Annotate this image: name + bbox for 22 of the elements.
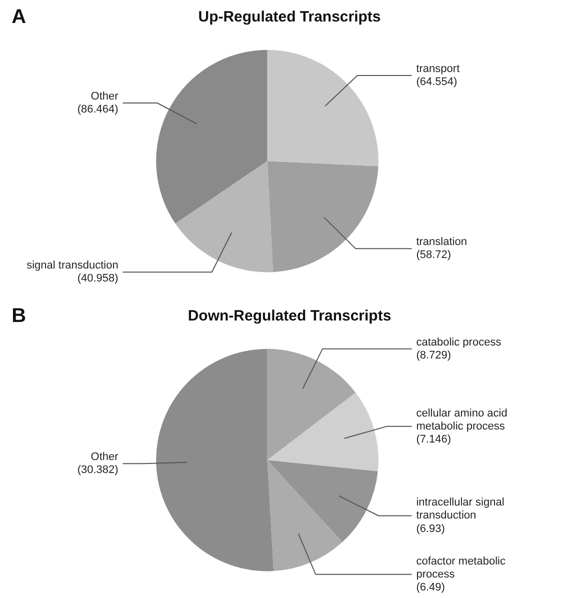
data-label: (86.464) — [77, 104, 118, 116]
data-label: (64.554) — [416, 76, 458, 88]
slice-label: signal transduction — [26, 260, 118, 272]
slice-label: Other — [90, 451, 119, 464]
chart-title: Up-Regulated Transcripts — [198, 8, 381, 26]
slice-label: catabolic process — [416, 336, 502, 348]
slice-label: Other — [90, 90, 119, 102]
data-label: (58.72) — [416, 249, 452, 262]
data-label: (30.382) — [77, 464, 118, 476]
text: B — [12, 305, 26, 328]
slice-label: cellular amino acid metabolic process — [416, 407, 508, 432]
slice-label: intracellular signal transduction — [416, 496, 504, 522]
slice-label: translation — [416, 236, 467, 248]
data-label: (7.146) — [416, 433, 452, 446]
slice-label: transport — [416, 62, 460, 75]
data-label: (8.729) — [416, 349, 452, 362]
chart-title: Down-Regulated Transcripts — [188, 308, 392, 325]
data-label: (40.958) — [77, 272, 118, 285]
data-label: (6.93) — [416, 522, 445, 535]
text: A — [12, 6, 26, 28]
slice-label: cofactor metabolic process — [416, 555, 506, 580]
data-label: (6.49) — [416, 581, 445, 594]
